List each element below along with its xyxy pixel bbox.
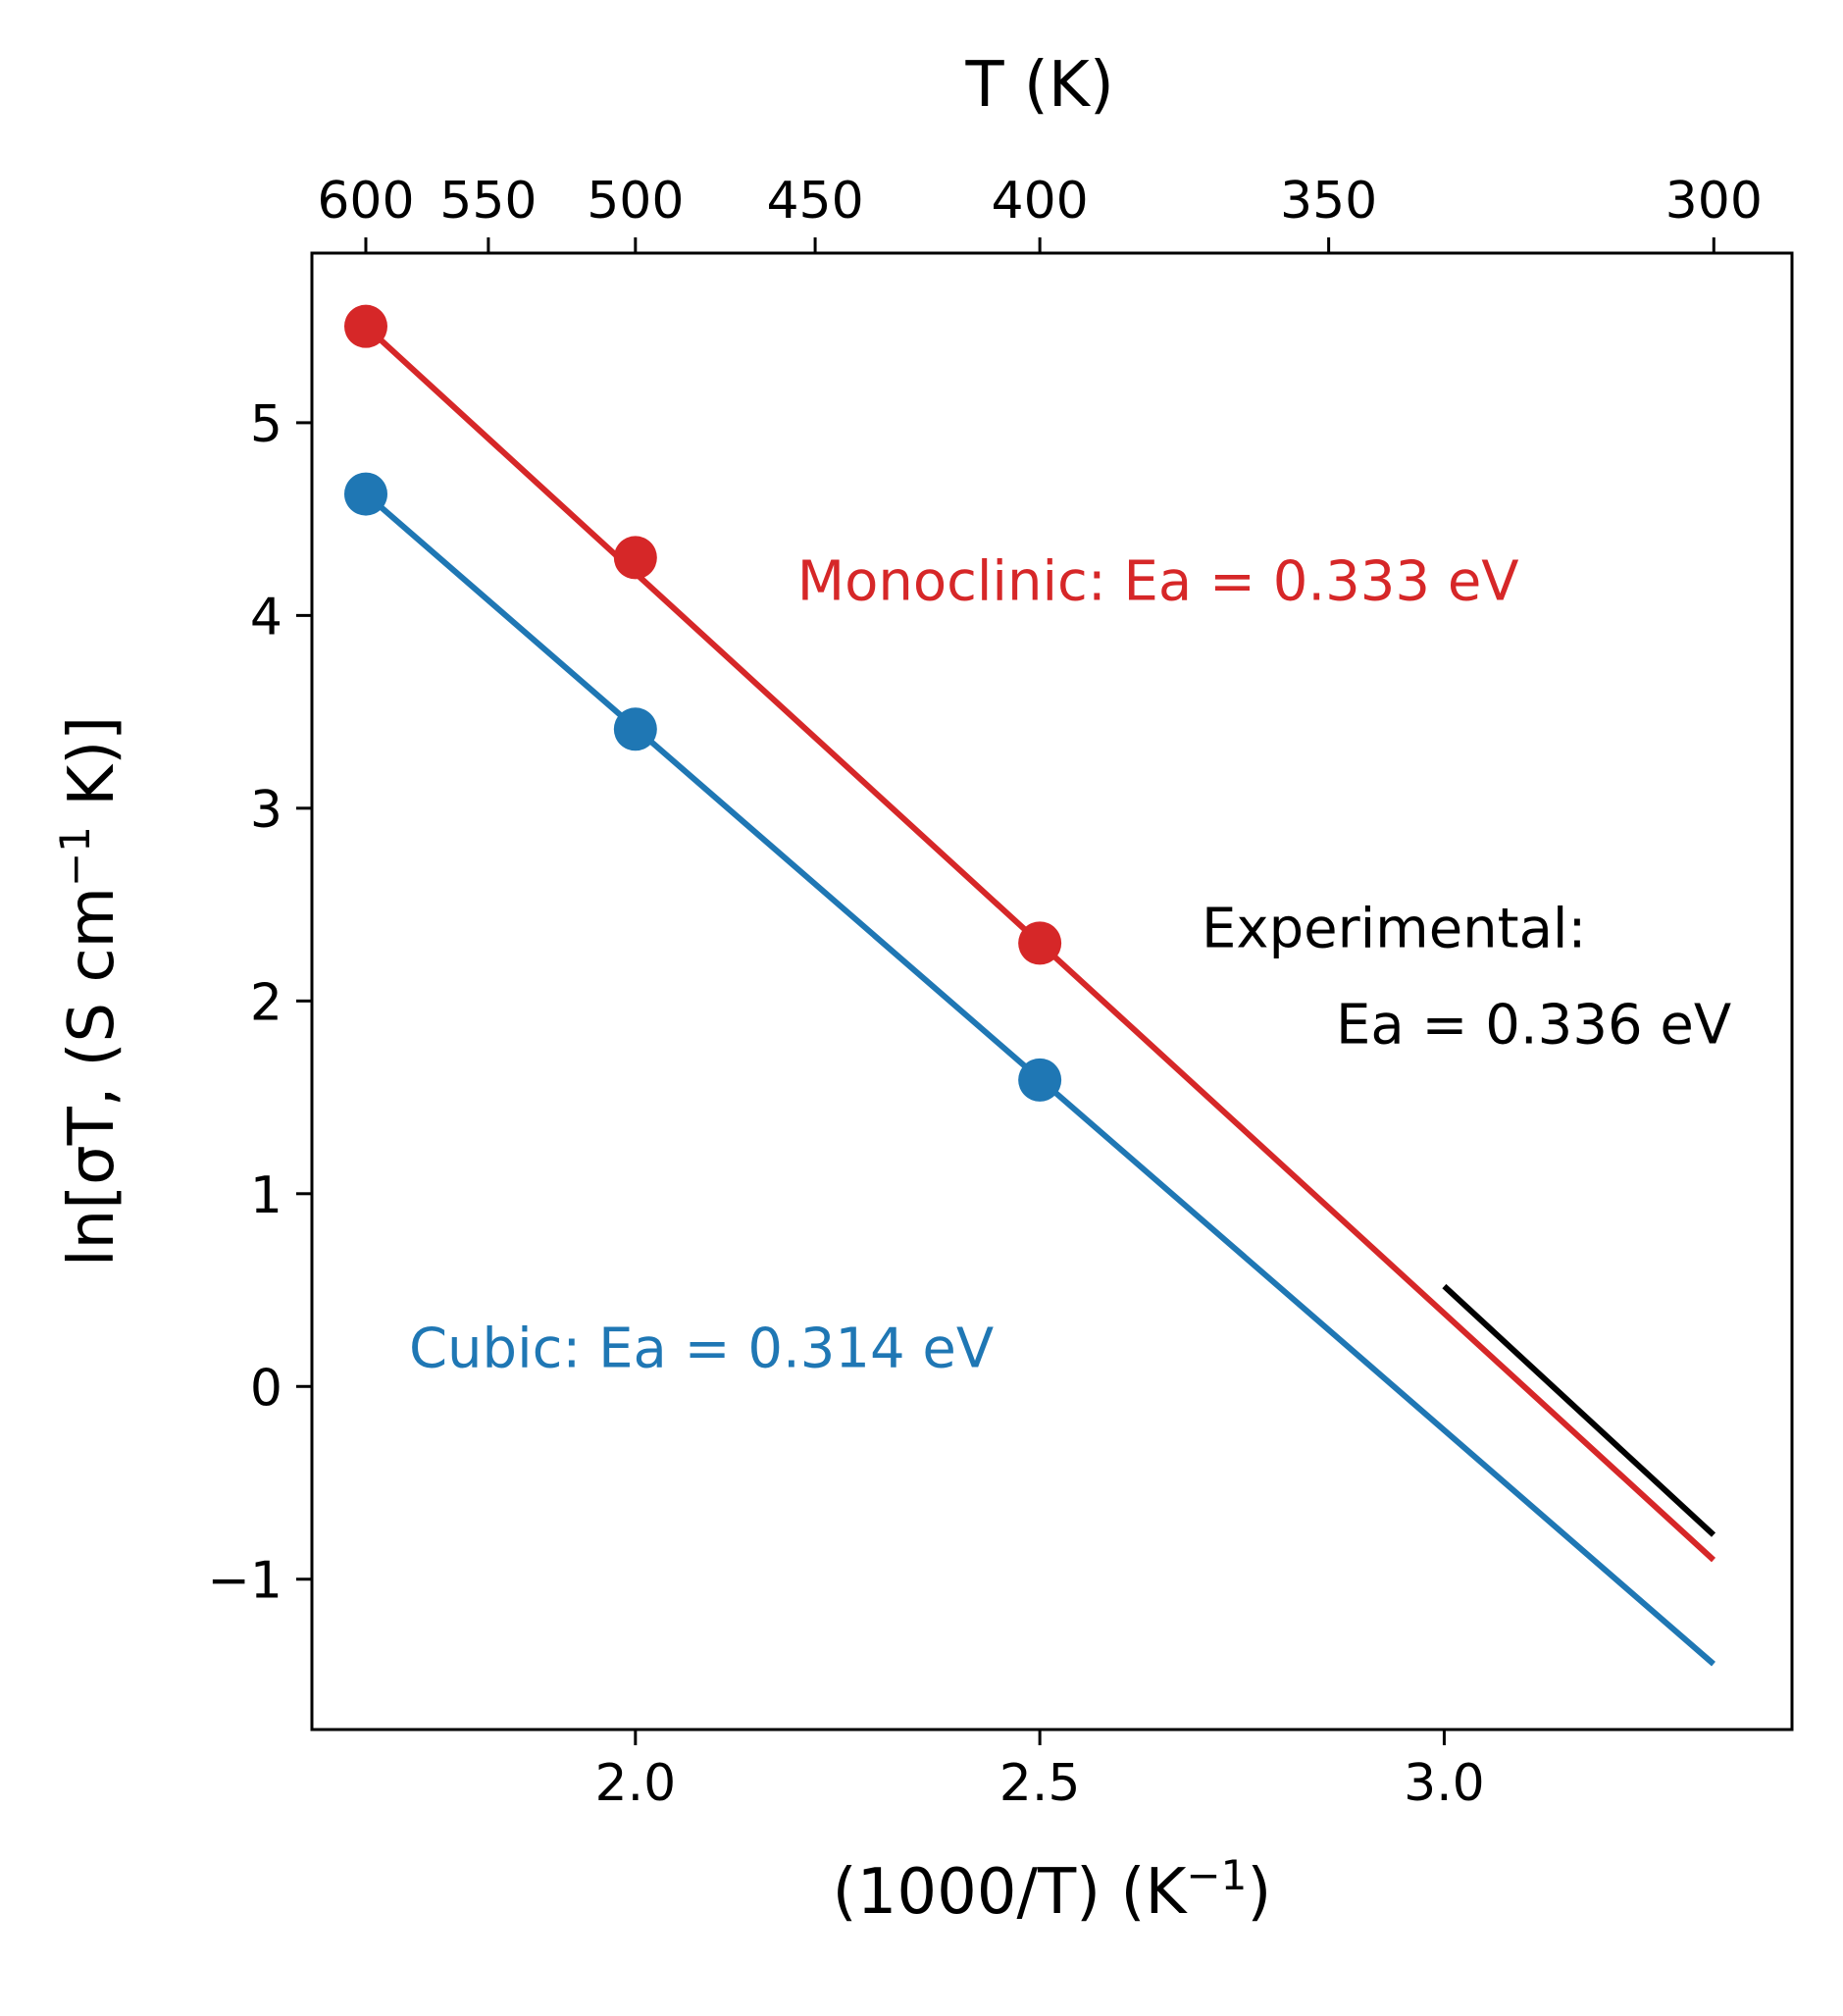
y-axis-label: ln[σT, (S cm−1 K)] bbox=[51, 716, 129, 1266]
top-tick-label: 600 bbox=[317, 172, 414, 231]
y-tick-label: −1 bbox=[207, 1552, 282, 1611]
data-point bbox=[1018, 1058, 1062, 1102]
annotation-label: Experimental: bbox=[1202, 897, 1586, 960]
annotation-label: Cubic: Ea = 0.314 eV bbox=[409, 1318, 994, 1381]
y-tick-label: 2 bbox=[250, 973, 282, 1032]
plot-frame bbox=[310, 251, 1794, 1732]
y-tick-label: 3 bbox=[250, 781, 282, 840]
data-point bbox=[613, 536, 657, 580]
annotation-label: Ea = 0.336 eV bbox=[1336, 994, 1731, 1058]
fit-line bbox=[1442, 1283, 1716, 1537]
top-tick-label: 550 bbox=[439, 172, 537, 231]
series-monoclinic bbox=[344, 304, 1716, 1563]
series-cubic bbox=[344, 472, 1715, 1667]
y-tick-label: 4 bbox=[250, 588, 282, 646]
top-tick-label: 450 bbox=[766, 172, 863, 231]
data-point bbox=[344, 304, 388, 348]
data-point bbox=[344, 472, 388, 516]
y-axis-label-group: ln[σT, (S cm−1 K)] bbox=[51, 716, 129, 1266]
top-axis-label: T (K) bbox=[964, 49, 1113, 122]
x-axis-label: (1000/T) (K−1) bbox=[833, 1851, 1272, 1930]
top-tick-label: 300 bbox=[1665, 172, 1763, 231]
plot-area: 2.0 2.5 3.0 −1 0 1 2 3 4 5 600 550 500 450 400 350 300 bbox=[207, 172, 1794, 1813]
y-tick-label: 5 bbox=[250, 395, 282, 454]
top-tick-label: 500 bbox=[587, 172, 684, 231]
data-point bbox=[1018, 921, 1062, 965]
x-tick-label: 2.5 bbox=[999, 1754, 1081, 1813]
data-point bbox=[613, 707, 657, 751]
y-tick-label: 0 bbox=[250, 1359, 282, 1418]
x-tick-label: 3.0 bbox=[1404, 1754, 1485, 1813]
top-tick-label: 350 bbox=[1280, 172, 1377, 231]
y-tick-label: 1 bbox=[250, 1166, 282, 1225]
series-experimental bbox=[1442, 1283, 1716, 1537]
annotation-label: Monoclinic: Ea = 0.333 eV bbox=[797, 550, 1519, 614]
top-tick-label: 400 bbox=[991, 172, 1088, 231]
x-tick-label: 2.0 bbox=[594, 1754, 676, 1813]
